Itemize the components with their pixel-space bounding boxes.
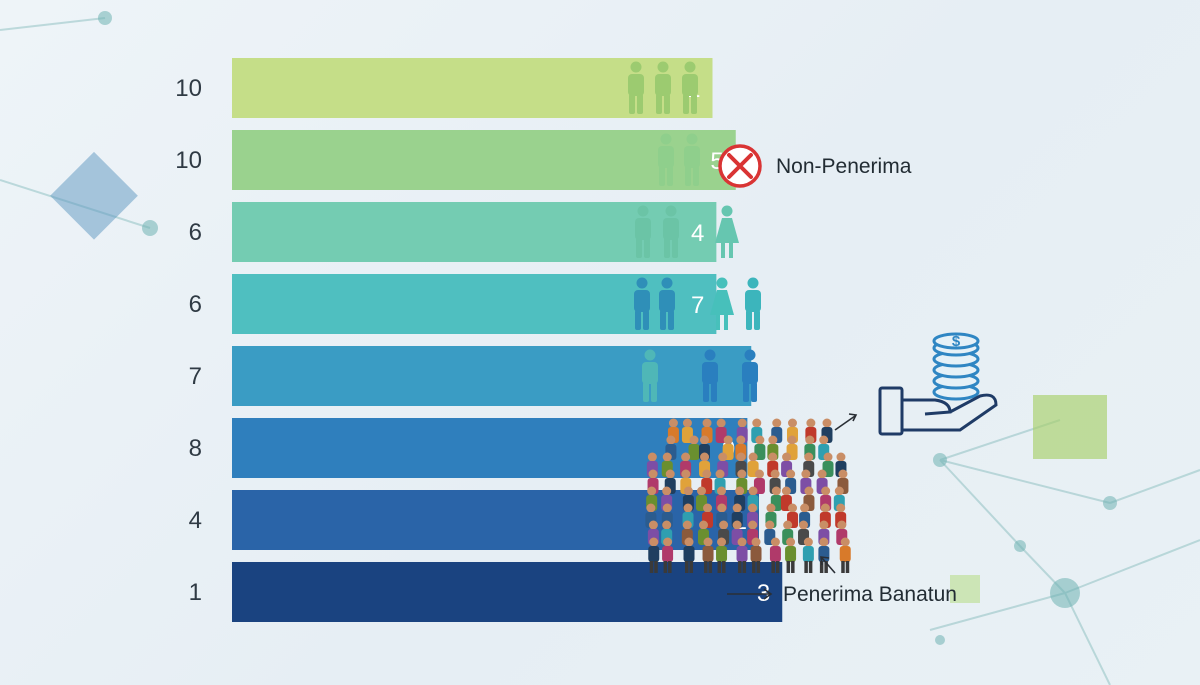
crowd-person [648, 537, 660, 573]
category-label: 10 [175, 147, 202, 174]
bar [232, 130, 736, 190]
arrow-icon [834, 415, 856, 431]
penerima-banatun-label: Penerima Banatun [783, 583, 957, 606]
crowd-person [785, 537, 797, 573]
category-label: 4 [189, 507, 202, 534]
crowd-person [702, 537, 714, 573]
person-icon [663, 205, 679, 258]
arrow-icon [821, 557, 836, 574]
bar [232, 418, 748, 478]
person-icon [684, 133, 700, 186]
arrow-right-icon [727, 588, 773, 600]
non-penerima-label: Non-Penerima [776, 155, 912, 178]
cross-circle-icon [718, 144, 762, 188]
bar [232, 346, 752, 406]
crowd-person [662, 537, 674, 573]
crowd-person [802, 537, 814, 573]
bar [232, 490, 759, 550]
annotation-arrows [820, 413, 858, 574]
value-label: 4 [691, 220, 704, 247]
crowd-person [736, 537, 748, 573]
person-icon [658, 133, 674, 186]
value-label: 7 [691, 292, 704, 319]
person-icon [702, 349, 718, 402]
person-icon [742, 349, 758, 402]
person-woman-icon [710, 277, 734, 330]
person-icon [634, 277, 650, 330]
category-label: 6 [189, 291, 202, 318]
crowd-person [683, 537, 695, 573]
category-label: 8 [189, 435, 202, 462]
crowd-person [769, 537, 781, 573]
crowd-person [688, 435, 700, 460]
person-icon [745, 277, 761, 330]
person-icon [635, 205, 651, 258]
person-icon [659, 277, 675, 330]
person-woman-icon [715, 205, 739, 258]
person-icon [682, 61, 698, 114]
category-label: 10 [175, 75, 202, 102]
person-icon [655, 61, 671, 114]
crowd-person [839, 537, 851, 573]
dollar-icon: $ [952, 333, 961, 350]
crowd-person [716, 537, 728, 573]
category-label: 1 [189, 579, 202, 606]
category-label: 7 [189, 363, 202, 390]
crowd-person [818, 537, 830, 573]
bar [232, 562, 783, 622]
category-label: 6 [189, 219, 202, 246]
crowd-illustration [645, 418, 851, 573]
crowd-person [696, 486, 708, 511]
coin-stack-hand-icon: $ [878, 332, 998, 436]
person-icon [642, 349, 658, 402]
crowd-person [750, 537, 762, 573]
person-icon [628, 61, 644, 114]
